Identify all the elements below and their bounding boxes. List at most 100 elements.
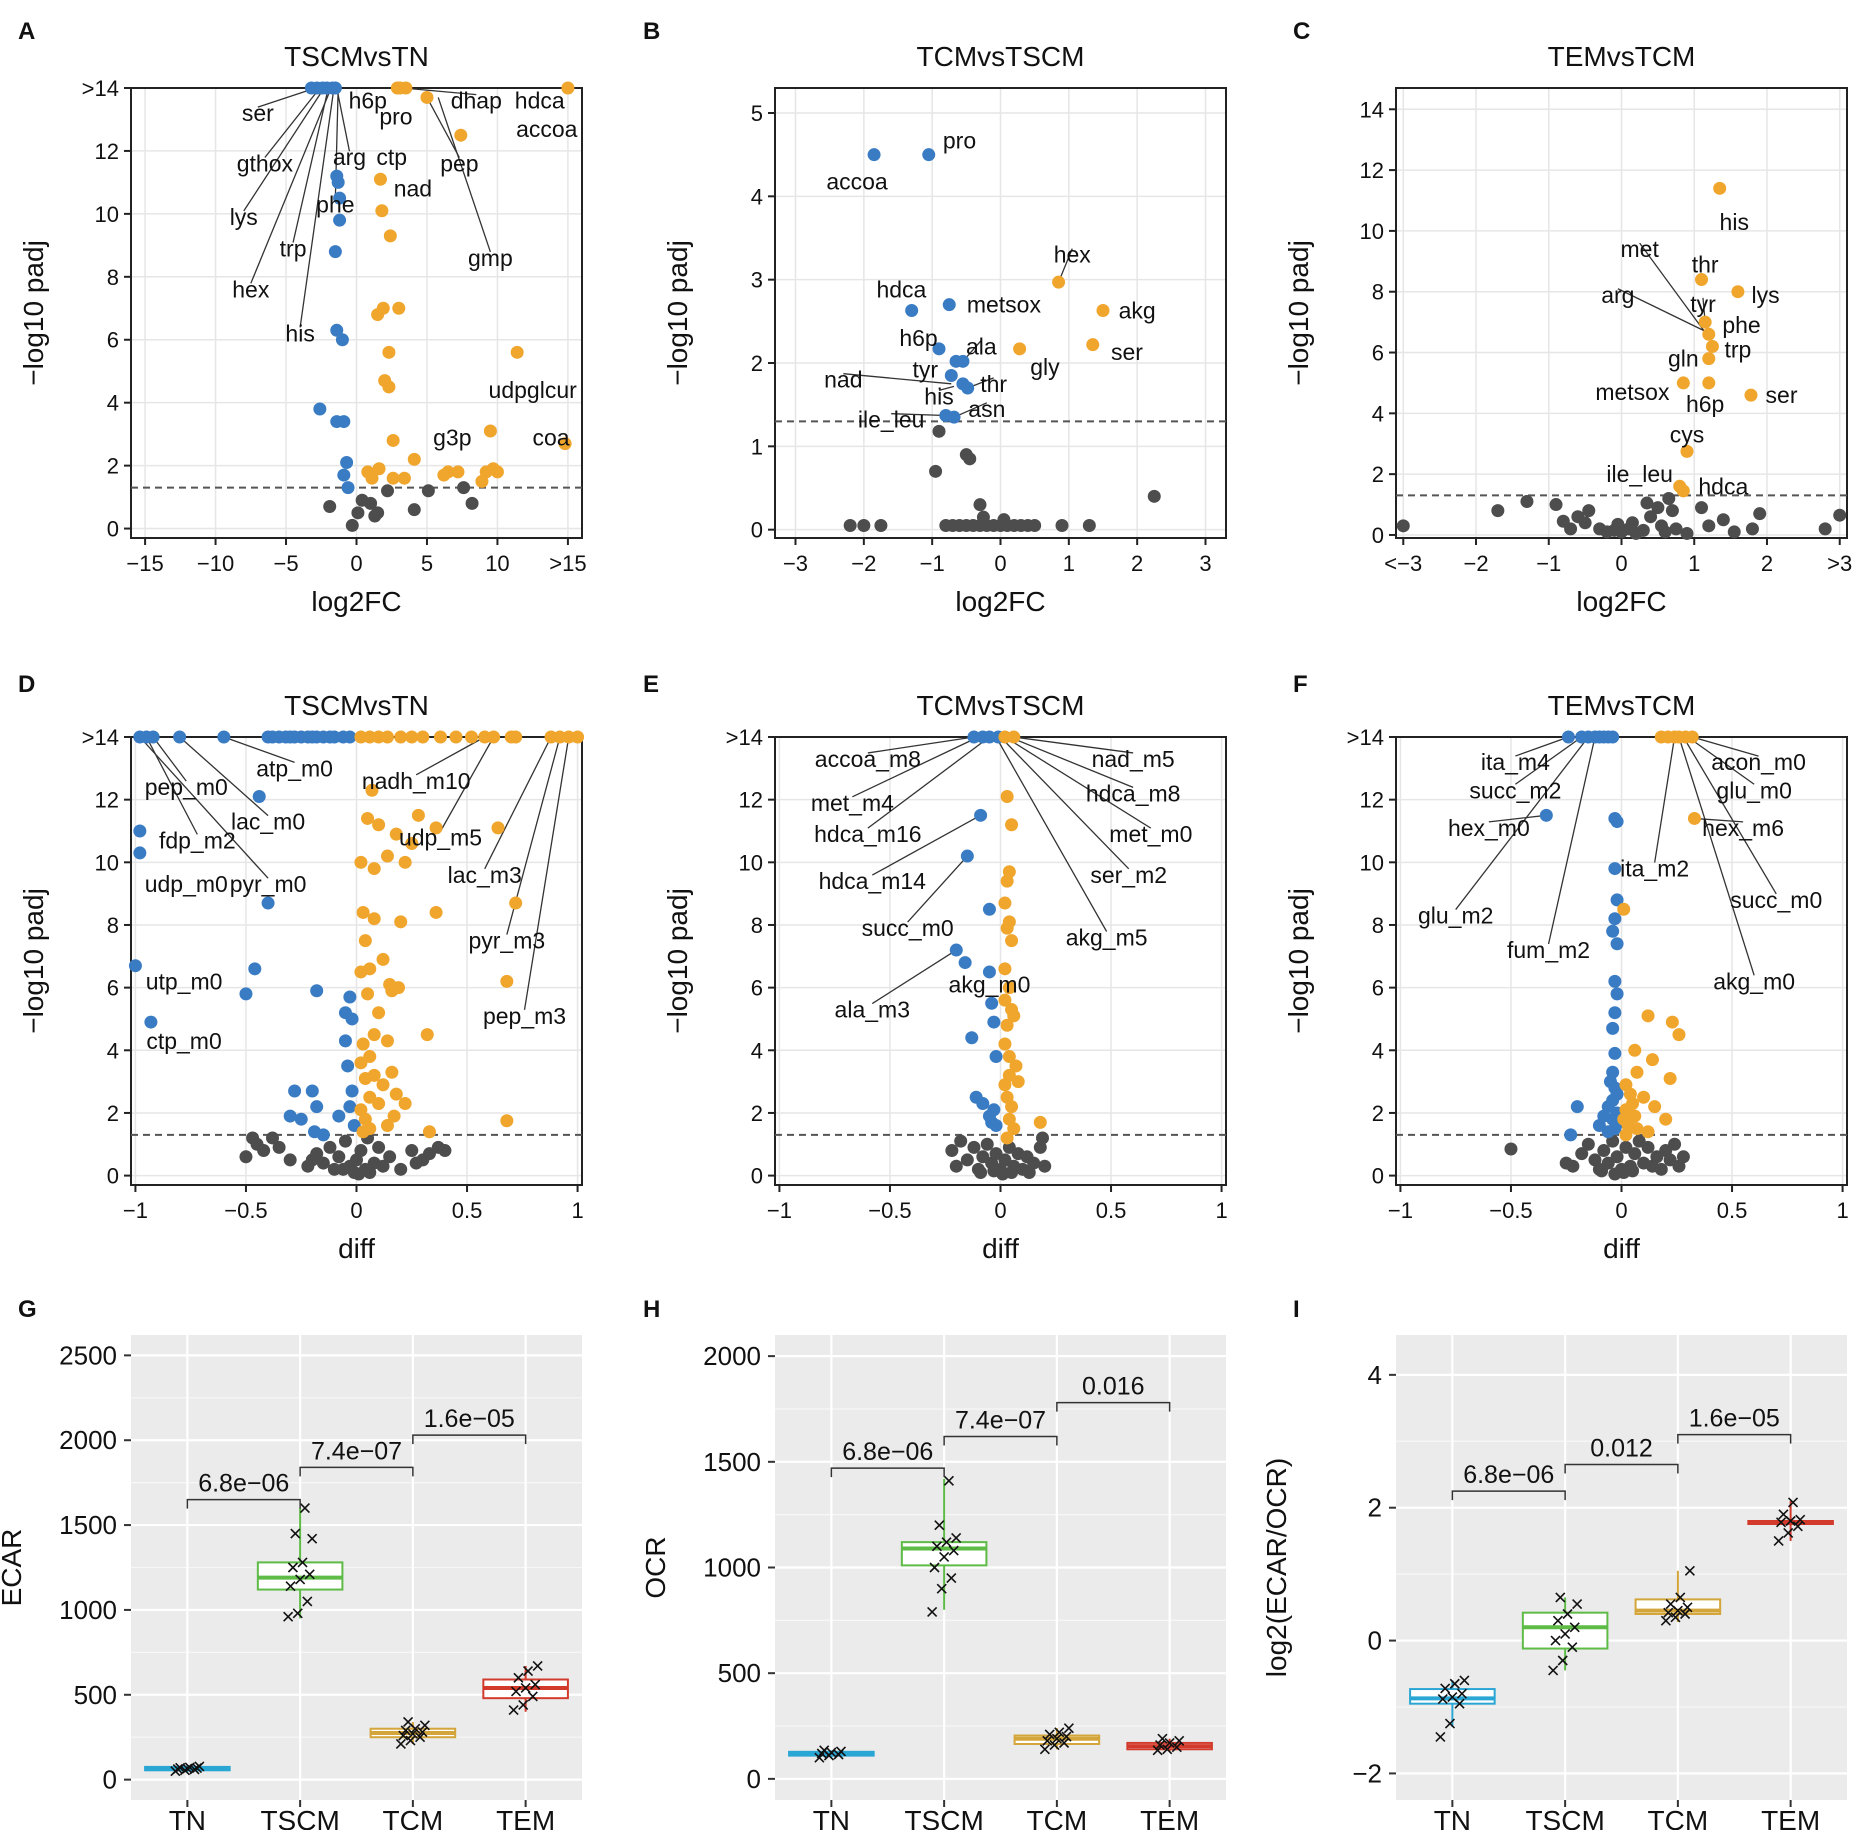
x-tick-label: −15 [126,551,163,576]
data-point-x-marker [1044,1729,1055,1740]
data-point-blue [1606,1021,1620,1035]
panel-letter: B [643,18,660,45]
panel-I: I −2 0 2 4 TN TSCM TCM TEM 6.8e−06 0.012 1.6e−05 log… [1261,1296,1847,1835]
data-point-x-marker [302,1596,313,1607]
data-point-orange [487,730,501,744]
y-tick-label: 6 [107,328,119,353]
data-point-grey [332,1150,346,1164]
data-point-orange [386,471,400,485]
leader-line [1692,736,1759,757]
data-point-grey [1566,1159,1580,1173]
data-point-x-marker [417,1727,428,1738]
data-point-orange [509,730,523,744]
leader-line [867,736,990,829]
data-point-grey [1600,525,1614,539]
point-label: g3p [433,424,471,450]
marker-stroke [1795,1514,1806,1525]
p-value-label: 6.8e−06 [198,1470,289,1498]
y-tick-label: 500 [74,1680,117,1710]
data-point-orange [356,1037,370,1051]
data-point-orange [372,1097,386,1111]
point-label: lac_m3 [448,862,522,888]
data-point-orange [1672,1028,1686,1042]
data-point-orange [372,462,386,476]
data-point-orange [1000,1131,1014,1145]
data-point-grey [843,519,857,532]
data-point-grey [1669,522,1683,536]
panel-G: G 0 500 1000 1500 2000 2500 TN TSCM TCM TEM 6.8e−06… [0,1296,582,1835]
data-point-blue [1606,730,1620,744]
y-axis-label: OCR [640,1536,671,1598]
data-point-blue [1610,937,1624,951]
y-axis-label: log2(ECAR/OCR) [1261,1458,1292,1677]
x-axis-label: log2FC [1576,586,1666,617]
point-label: arg [1601,282,1634,308]
y-tick-label: 10 [95,850,119,875]
point-label: hdca [876,277,926,303]
data-point-grey [246,1131,260,1145]
y-tick-label: 6 [1372,976,1384,1001]
data-point-orange [509,896,523,910]
data-point-grey [283,1153,297,1167]
leader-line [1515,736,1583,785]
y-tick-label: 12 [95,788,119,813]
data-point-blue [947,410,961,424]
panel-title: TSCMvsTN [284,41,429,72]
data-point-x-marker [1787,1497,1799,1508]
x-tick-label: −2 [851,551,876,576]
x-tick-label: 10 [485,551,509,576]
data-point-grey [1491,504,1505,518]
data-point-grey [874,519,888,532]
data-point-x-marker [1162,1744,1173,1755]
x-tick-label: −1 [123,1198,148,1223]
y-tick-label: −2 [1352,1758,1382,1788]
x-tick-label: TCM [383,1805,444,1830]
data-point-orange [380,1118,394,1132]
data-point-x-marker [1670,1612,1681,1623]
y-tick-label: 14 [1360,97,1384,122]
panel-title: TCMvsTSCM [917,690,1085,721]
leader-line [523,736,570,1010]
leader-line [1639,242,1710,338]
data-point-grey [1504,1142,1518,1156]
data-point-orange [354,965,368,979]
point-label: coa [532,424,569,450]
data-point-blue [1564,1128,1578,1142]
point-label: lys [1751,282,1779,308]
point-label: succ_m0 [1730,887,1822,913]
x-tick-label: 0.5 [452,1198,483,1223]
y-tick-label: 12 [1360,158,1384,183]
y-tick-label: 10 [1360,219,1384,244]
data-point-x-marker [297,1557,308,1568]
y-tick-label: 0 [1372,1164,1384,1189]
x-tick-label: 2 [1131,551,1143,576]
x-tick-label: 1 [1836,1198,1848,1223]
data-point-grey [1628,1147,1642,1161]
data-point-orange [1011,1075,1025,1089]
marker-stroke [520,1682,531,1694]
data-point-x-marker [304,1569,315,1580]
data-point-orange [483,424,497,438]
data-point-orange [1731,285,1745,299]
data-point-orange [1000,1018,1014,1032]
data-point-x-marker [936,1583,947,1594]
leader-line [336,87,351,152]
data-point-orange [1005,1100,1019,1114]
point-label: gln [1668,346,1699,372]
point-label: nadh_m10 [362,768,471,794]
data-point-grey [394,1162,408,1176]
marker-stroke [302,1596,313,1607]
marker-stroke [398,1730,409,1741]
data-point-orange [1702,327,1716,341]
data-point-blue [1606,924,1620,938]
x-tick-label: 5 [421,551,433,576]
data-point-blue [332,1109,346,1123]
data-point-x-marker [1660,1615,1671,1626]
data-point-orange [571,730,585,744]
data-point-grey [351,506,365,520]
point-label: cys [1670,422,1705,448]
data-point-blue [337,415,351,429]
leader-line [243,87,325,212]
leader-line [179,736,269,817]
